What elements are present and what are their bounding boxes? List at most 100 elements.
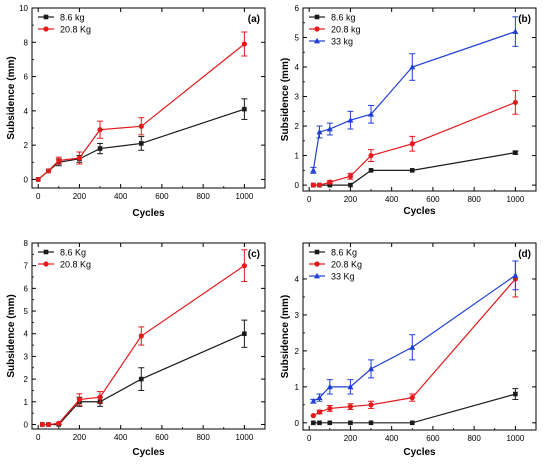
x-tick-label: 0 [36,192,41,201]
y-tick-label: 2 [24,375,29,384]
marker-circle [310,182,316,188]
marker-circle [97,394,103,400]
marker-square [368,420,374,426]
panel-label: (a) [248,14,260,25]
marker-square [348,420,353,426]
x-tick-label: 400 [114,192,128,201]
legend-label: 20.8 Kg [60,25,91,35]
marker-circle [512,99,518,106]
marker-square [409,168,415,173]
y-tick-label: 4 [295,275,300,284]
x-tick-label: 0 [36,433,41,442]
marker-square [138,376,144,382]
marker-triangle [314,37,320,44]
y-tick-label: 7 [24,262,29,271]
x-tick-label: 0 [307,195,312,204]
marker-circle [56,157,62,164]
series-line [313,274,516,402]
marker-circle [409,395,415,401]
x-tick-label: 800 [196,192,210,201]
marker-circle [56,420,62,426]
x-tick-label: 200 [344,434,358,443]
series-line [313,278,516,417]
marker-triangle [409,63,416,70]
x-tick-label: 200 [344,195,358,204]
plot-frame [31,242,266,430]
marker-triangle [326,125,333,132]
y-tick-label: 5 [295,34,300,43]
marker-circle [138,123,144,129]
marker-triangle [512,28,519,35]
y-tick-label: 0 [24,175,29,184]
y-axis-label: Subsidence (mm) [280,295,291,378]
legend-label: 8.6 kg [331,13,356,23]
marker-triangle [347,383,354,390]
y-tick-label: 4 [24,330,29,339]
marker-circle [347,173,354,179]
marker-circle [316,182,323,188]
marker-circle [314,261,320,267]
chart-panel-4: 0 200 400 600 800 1000 0 1 2 3 4 Cycles Subsidence (… [280,242,537,458]
marker-circle [97,127,103,133]
marker-square [242,106,247,112]
series-3 [310,16,519,174]
y-tick-label: 0 [295,181,300,190]
legend-label: 33 Kg [331,272,355,282]
marker-circle [35,176,41,183]
x-tick-label: 800 [196,433,210,442]
series-2 [35,31,248,183]
y-axis-label: Subsidence (mm) [280,58,291,141]
x-tick-label: 1000 [235,433,253,442]
marker-triangle [316,128,323,135]
x-tick-label: 600 [155,433,169,442]
marker-circle [241,263,247,269]
marker-triangle [368,365,375,372]
plot-frame [302,7,537,192]
y-tick-label: 10 [19,4,28,13]
series-2 [310,90,519,188]
y-tick-label: 3 [295,311,300,320]
marker-square [409,420,415,426]
marker-circle [327,405,333,412]
x-axis-label: Cycles [403,206,436,217]
marker-triangle [326,383,333,390]
y-tick-label: 2 [24,141,29,150]
plot-frame [31,7,266,189]
marker-circle [43,261,49,267]
marker-circle [327,179,333,185]
marker-square [138,141,144,146]
legend: 8.6 Kg 20.8 Kg 33 Kg [309,248,362,282]
chart-panel-1: 0 200 400 600 800 1000 0 2 4 6 8 10 Cycles Subsidence… [6,4,266,219]
marker-circle [76,396,83,403]
marker-square [513,391,518,397]
marker-square [314,14,320,20]
chart-panel-2: 0 200 400 600 800 1000 0 1 2 3 4 5 6 Cycles Subsidence… [280,4,537,217]
x-tick-label: 800 [467,434,481,443]
panel-label: (b) [518,14,531,25]
panel-label: (c) [248,249,260,260]
marker-square [43,249,49,255]
y-tick-label: 8 [24,38,29,47]
y-tick-label: 3 [295,93,300,102]
x-tick-label: 1000 [506,195,524,204]
marker-triangle [314,272,320,279]
x-axis-label: Cycles [403,447,436,458]
marker-triangle [368,111,375,117]
y-tick-label: 8 [24,239,29,248]
y-tick-label: 4 [295,63,300,72]
legend-label: 20.8 kg [331,25,361,35]
series-1 [311,388,519,426]
y-tick-label: 5 [24,307,29,316]
marker-triangle [316,394,323,401]
marker-square [327,420,333,426]
series-2 [310,260,519,419]
marker-square [513,150,518,155]
x-tick-label: 400 [385,434,399,443]
chart-panel-3: 0 200 400 600 800 1000 0 1 2 3 4 5 6 7 8 Cycles Subsiden… [6,239,266,458]
x-tick-label: 200 [73,192,87,201]
legend-label: 20.8 Kg [331,260,362,270]
x-axis-label: Cycles [132,208,165,219]
marker-square [368,168,374,173]
marker-square [242,331,247,337]
